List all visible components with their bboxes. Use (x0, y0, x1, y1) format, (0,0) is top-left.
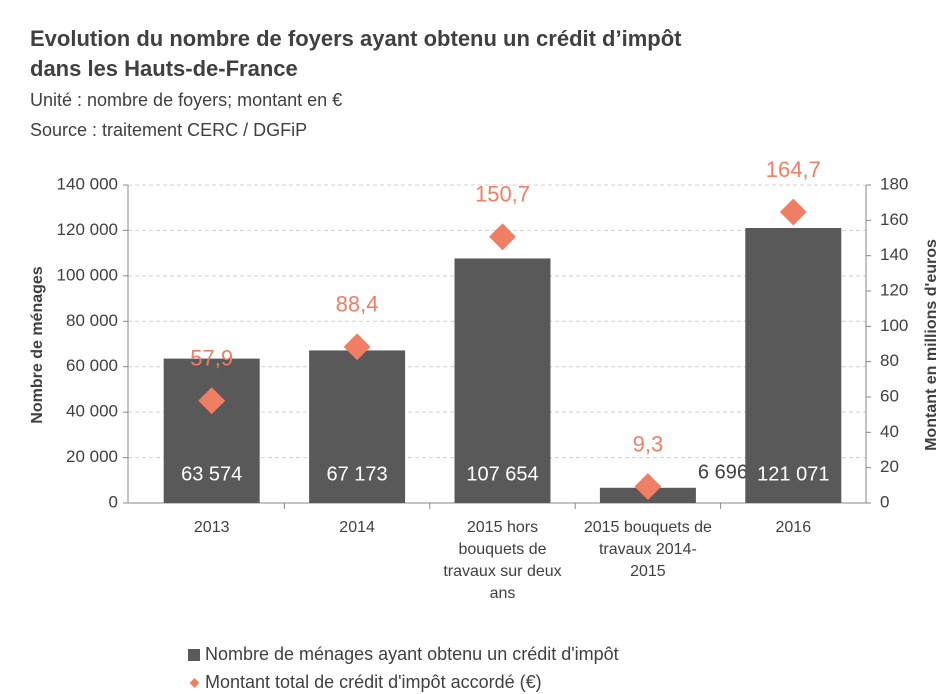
y-axis-label: Nombre de ménages (29, 266, 46, 423)
y2-tick-label: 100 (880, 316, 908, 335)
bar (454, 258, 551, 503)
x-tick-label: 2014 (339, 519, 375, 536)
diamond (779, 198, 807, 226)
y-tick-label: 40 000 (66, 402, 118, 421)
point-value-label: 164,7 (766, 157, 821, 182)
legend-swatch (189, 678, 200, 688)
y-tick-label: 80 000 (66, 311, 118, 330)
bar-value-label: 121 071 (757, 463, 829, 485)
y2-axis-label: Montant en millions d'euros (923, 239, 940, 451)
legend-label: Montant total de crédit d'impôt accordé … (205, 672, 542, 692)
subtitle: Unité : nombre de foyers; montant en € (30, 90, 342, 110)
y2-tick-label: 20 (880, 457, 899, 476)
bar (163, 358, 260, 503)
x-tick-label: 2013 (193, 519, 230, 536)
point-value-label: 57,9 (190, 346, 233, 371)
point-value-label: 88,4 (336, 292, 379, 317)
chart-title: Evolution du nombre de foyers ayant obte… (30, 26, 682, 81)
subtitle: Source : traitement CERC / DGFiP (30, 120, 307, 140)
y2-tick-label: 40 (880, 422, 899, 441)
y2-tick-label: 120 (880, 280, 908, 299)
x-tick-label: 2015 hors bouquets de travaux sur deux a… (443, 519, 562, 602)
y2-tick-label: 160 (880, 210, 908, 229)
y-tick-label: 100 000 (57, 265, 118, 284)
y2-tick-label: 80 (880, 351, 899, 370)
point-value-label: 9,3 (633, 431, 664, 456)
y-tick-label: 140 000 (57, 174, 118, 193)
bar-value-label: 6 696 (698, 461, 748, 483)
y-tick-label: 0 (109, 492, 118, 511)
bar-value-label: 107 654 (466, 463, 538, 485)
bar-value-label: 67 173 (327, 463, 388, 485)
y2-tick-label: 0 (880, 492, 889, 511)
y-tick-label: 120 000 (57, 220, 118, 239)
diamond (489, 223, 516, 251)
legend-label: Nombre de ménages ayant obtenu un crédit… (205, 644, 619, 664)
y-tick-label: 60 000 (66, 356, 118, 375)
point-value-label: 150,7 (475, 182, 530, 207)
y2-tick-label: 140 (880, 245, 908, 264)
bar (745, 227, 842, 504)
y2-tick-label: 60 (880, 386, 899, 405)
legend-swatch (188, 649, 200, 661)
bar (309, 350, 406, 503)
y-tick-label: 20 000 (66, 447, 118, 466)
y2-tick-label: 180 (880, 174, 908, 193)
bar-value-label: 63 574 (181, 463, 242, 485)
x-tick-label: 2016 (775, 519, 812, 536)
x-tick-label: 2015 bouquets de travaux 2014-2015 (583, 519, 712, 580)
